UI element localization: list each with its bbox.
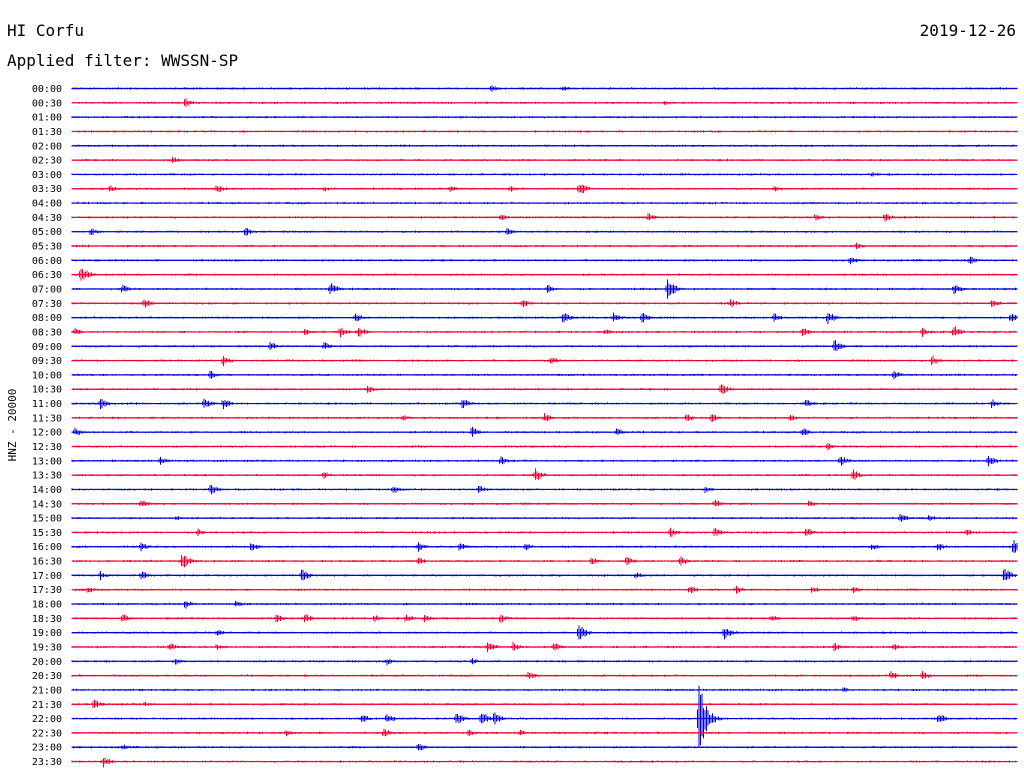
row-time-label: 20:00: [32, 657, 62, 668]
row-time-label: 05:30: [32, 242, 62, 253]
record-date: 2019-12-26: [919, 21, 1016, 40]
row-time-label: 08:00: [32, 313, 62, 324]
trace-line: [71, 671, 1018, 679]
y-axis-label: HNZ - 20000: [6, 389, 19, 462]
row-time-label: 23:00: [32, 743, 62, 754]
station-title: HI Corfu: [7, 21, 85, 40]
row-time-label: 21:00: [32, 685, 62, 696]
row-time-label: 02:30: [32, 156, 62, 167]
row-time-label: 14:00: [32, 485, 62, 496]
row-time-label: 00:00: [32, 84, 62, 95]
row-time-label: 03:00: [32, 170, 62, 181]
row-time-label: 12:30: [32, 442, 62, 453]
row-time-label: 04:00: [32, 199, 62, 210]
row-time-label: 17:00: [32, 571, 62, 582]
row-time-label: 06:30: [32, 270, 62, 281]
trace-line: [71, 312, 1018, 324]
row-time-label: 20:30: [32, 671, 62, 682]
row-time-label: 09:30: [32, 356, 62, 367]
row-time-label: 16:00: [32, 542, 62, 553]
row-time-label: 15:30: [32, 528, 62, 539]
row-time-label: 22:30: [32, 728, 62, 739]
trace-rows: 00:00 00:30 01:00 01:30 02:00 02:30 03:00 03:30…: [32, 84, 1018, 768]
row-time-label: 13:30: [32, 471, 62, 482]
row-time-label: 19:30: [32, 642, 62, 653]
row-time-label: 06:00: [32, 256, 62, 267]
row-time-label: 03:30: [32, 184, 62, 195]
trace-line: [71, 685, 1018, 747]
row-time-label: 08:30: [32, 327, 62, 338]
row-time-label: 04:30: [32, 213, 62, 224]
trace-line: [71, 340, 1018, 351]
row-time-label: 09:00: [32, 342, 62, 353]
row-time-label: 15:00: [32, 514, 62, 525]
trace-line: [71, 468, 1018, 480]
row-time-label: 19:00: [32, 628, 62, 639]
row-time-label: 02:00: [32, 141, 62, 152]
row-time-label: 01:00: [32, 113, 62, 124]
row-time-label: 16:30: [32, 557, 62, 568]
row-time-label: 18:30: [32, 614, 62, 625]
row-time-label: 11:00: [32, 399, 62, 410]
row-time-label: 07:00: [32, 284, 62, 295]
row-time-label: 05:00: [32, 227, 62, 238]
row-time-label: 23:30: [32, 757, 62, 768]
row-time-label: 14:30: [32, 499, 62, 510]
row-time-label: 10:00: [32, 370, 62, 381]
row-time-label: 13:00: [32, 456, 62, 467]
row-time-label: 11:30: [32, 413, 62, 424]
row-time-label: 00:30: [32, 98, 62, 109]
row-time-label: 22:00: [32, 714, 62, 725]
trace-line: [71, 758, 1018, 768]
row-time-label: 07:30: [32, 299, 62, 310]
row-time-label: 12:00: [32, 428, 62, 439]
row-time-label: 21:30: [32, 700, 62, 711]
trace-line: [71, 499, 1018, 507]
row-time-label: 18:00: [32, 600, 62, 611]
filter-label: Applied filter: WWSSN-SP: [7, 51, 239, 70]
trace-line: [71, 569, 1018, 581]
row-time-label: 01:30: [32, 127, 62, 138]
trace-line: [71, 600, 1018, 609]
row-time-label: 17:30: [32, 585, 62, 596]
row-time-label: 10:30: [32, 385, 62, 396]
